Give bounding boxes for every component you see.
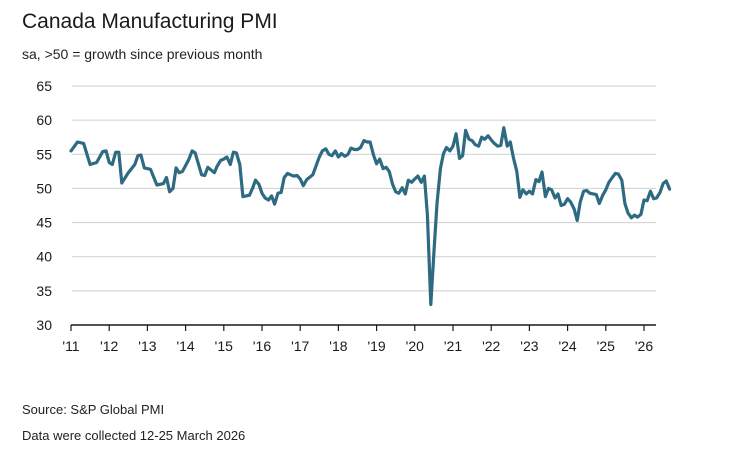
y-tick-label-30: 30 bbox=[36, 317, 52, 333]
x-tick-label: '25 bbox=[597, 338, 615, 354]
y-axis-labels: 30 35 40 45 50 55 60 65 bbox=[36, 78, 52, 333]
x-tick-label: '19 bbox=[367, 338, 385, 354]
x-tick-label: '11 bbox=[62, 338, 79, 354]
source-note: Source: S&P Global PMI bbox=[22, 402, 165, 417]
y-tick-label-65: 65 bbox=[36, 78, 52, 94]
x-tick-label: '17 bbox=[291, 338, 309, 354]
series-line-0 bbox=[69, 126, 672, 307]
x-tick-label: '20 bbox=[406, 338, 424, 354]
y-tick-label-45: 45 bbox=[36, 215, 52, 231]
x-tick-label: '22 bbox=[482, 338, 500, 354]
y-tick-label-50: 50 bbox=[36, 180, 52, 196]
grid-lines bbox=[72, 85, 656, 292]
y-tick-label-35: 35 bbox=[36, 283, 52, 299]
chart-subtitle: sa, >50 = growth since previous month bbox=[22, 46, 263, 62]
x-tick-label: '15 bbox=[215, 338, 233, 354]
x-axis: '11 '12 '13 '14 '15 '16 '17 '18 '19 '20 '21 '22 '23 '… bbox=[62, 324, 656, 354]
x-tick-label: '24 bbox=[558, 338, 576, 354]
x-tick-label: '18 bbox=[329, 338, 347, 354]
series-layer bbox=[69, 126, 672, 307]
x-tick-label: '14 bbox=[176, 338, 194, 354]
x-tick-label: '13 bbox=[138, 338, 156, 354]
x-tick-label: '12 bbox=[100, 338, 118, 354]
chart-title: Canada Manufacturing PMI bbox=[22, 10, 278, 33]
y-tick-label-55: 55 bbox=[36, 146, 52, 162]
collection-note: Data were collected 12-25 March 2026 bbox=[22, 428, 246, 443]
x-tick-label: '16 bbox=[253, 338, 271, 354]
x-tick-label: '26 bbox=[635, 338, 653, 354]
y-tick-label-40: 40 bbox=[36, 249, 52, 265]
x-tick-label: '23 bbox=[520, 338, 538, 354]
x-tick-label: '21 bbox=[444, 338, 462, 354]
y-tick-label-60: 60 bbox=[36, 112, 52, 128]
